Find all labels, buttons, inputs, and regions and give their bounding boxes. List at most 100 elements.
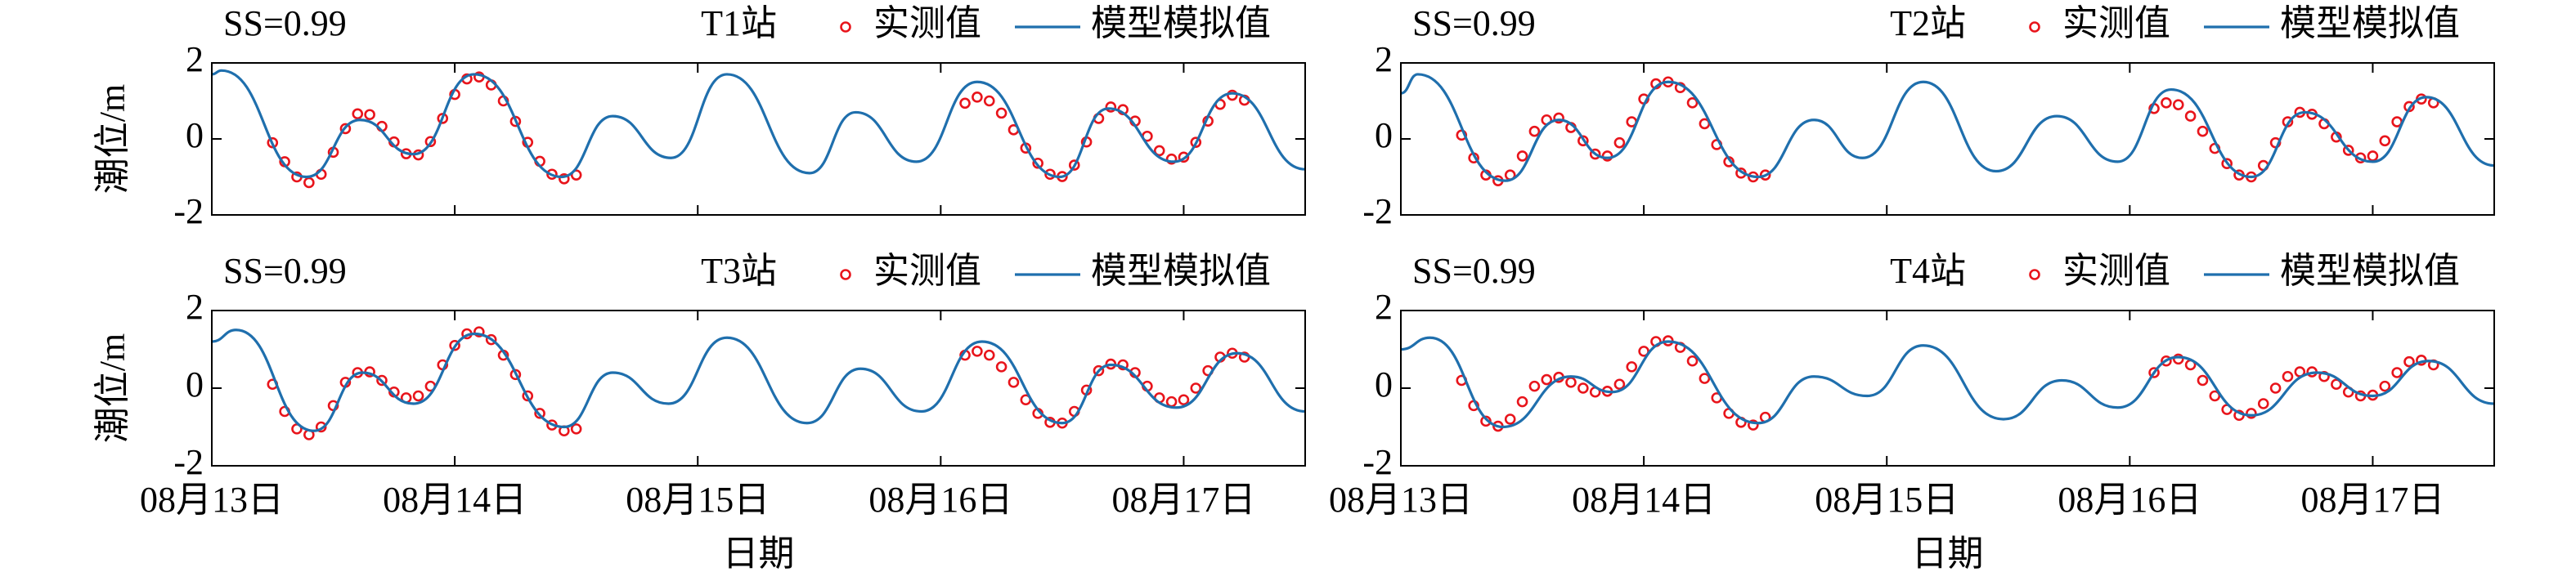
- plot-frame: [1400, 62, 2495, 216]
- observed-point: [1528, 380, 1541, 392]
- observed-point: [352, 108, 364, 120]
- observed-point: [1613, 378, 1626, 391]
- observed-point: [1565, 377, 1577, 388]
- y-tick-label: -2: [1362, 442, 1393, 482]
- annotation: SS=0.99: [1412, 251, 1536, 291]
- observed-point: [1638, 346, 1649, 357]
- observed-point: [2184, 110, 2197, 122]
- observed-point: [339, 123, 352, 135]
- y-axis-label: 潮位/m: [92, 84, 132, 194]
- plot-frame: [211, 310, 1306, 467]
- observed-point: [2148, 367, 2160, 378]
- observed-point: [959, 97, 971, 109]
- model-line: [212, 328, 1305, 432]
- observed-point: [1577, 382, 1589, 394]
- observed-point: [2161, 97, 2172, 109]
- observed-point: [424, 136, 437, 148]
- observed-point: [2257, 398, 2269, 409]
- observed-point: [534, 408, 545, 419]
- observed-point: [267, 136, 279, 149]
- observed-point: [2161, 355, 2172, 367]
- x-tick-label: 08月17日: [1111, 480, 1255, 520]
- observed-point: [412, 390, 424, 402]
- observed-point: [983, 349, 995, 361]
- legend-label: 实测值: [873, 251, 981, 291]
- model-line: [1401, 73, 2494, 182]
- x-tick-label: 08月15日: [626, 480, 770, 520]
- x-tick-label: 08月14日: [1572, 480, 1716, 520]
- observed-point: [2282, 370, 2294, 382]
- x-tick-label: 08月14日: [383, 480, 527, 520]
- x-tick-label: 08月16日: [868, 480, 1012, 520]
- legend: 实测值 模型模拟值: [840, 3, 1271, 43]
- observed-point: [1516, 396, 1528, 408]
- annotation: SS=0.99: [223, 251, 347, 291]
- observed-point: [1068, 159, 1080, 171]
- observed-point: [1105, 101, 1117, 113]
- x-tick-label: 08月13日: [140, 480, 284, 520]
- observed-point: [1748, 419, 1759, 431]
- observed-point: [1190, 136, 1202, 148]
- observed-point: [1178, 151, 1190, 163]
- legend: 实测值 模型模拟值: [2029, 3, 2460, 43]
- legend: 实测值 模型模拟值: [840, 251, 1271, 291]
- observed-point: [2342, 145, 2354, 156]
- observed-point: [473, 326, 485, 337]
- y-tick-label: 0: [186, 364, 204, 404]
- observed-point: [1044, 168, 1056, 181]
- observed-point: [315, 421, 327, 433]
- observed-point: [509, 369, 522, 381]
- observed-point: [2246, 408, 2257, 419]
- observed-point: [1032, 157, 1043, 169]
- y-tick-label: -2: [173, 442, 204, 482]
- observed-point: [1759, 169, 1771, 181]
- legend-label: 模型模拟值: [1091, 3, 1271, 43]
- observed-point: [2379, 135, 2391, 147]
- x-tick-label: 08月13日: [1329, 480, 1473, 520]
- observed-point: [2197, 125, 2209, 137]
- observed-point: [1093, 364, 1105, 377]
- legend-marker: [840, 269, 851, 280]
- model-line: [212, 69, 1305, 179]
- y-tick-label: -2: [173, 191, 204, 231]
- panel: -2 0 2 潮位/m SS=0.99 T1站 实测值 模型模拟值: [92, 3, 1306, 231]
- y-tick-label: 2: [1375, 287, 1393, 327]
- legend-marker: [840, 21, 851, 33]
- observed-point: [2221, 158, 2233, 170]
- observed-point: [2172, 353, 2184, 365]
- annotation: SS=0.99: [223, 3, 347, 43]
- station-title: T2站: [1890, 3, 1966, 43]
- observed-point: [522, 390, 534, 402]
- observed-point: [972, 92, 983, 103]
- plot-frame: [211, 62, 1306, 216]
- observed-point: [2367, 150, 2379, 162]
- observed-point: [559, 173, 570, 185]
- legend: 实测值 模型模拟值: [2029, 251, 2460, 291]
- legend-label: 模型模拟值: [2280, 3, 2460, 43]
- observed-point: [2379, 380, 2391, 392]
- legend-label: 实测值: [2062, 3, 2170, 43]
- legend-marker: [2029, 21, 2040, 33]
- observed-point: [449, 339, 460, 351]
- observed-point: [364, 109, 375, 121]
- observed-point: [1165, 153, 1178, 165]
- observed-point: [1589, 148, 1601, 160]
- annotation: SS=0.99: [1412, 3, 1536, 43]
- legend-label: 模型模拟值: [1091, 251, 1271, 291]
- observed-point: [2172, 99, 2184, 110]
- observed-point: [1626, 361, 1638, 373]
- observed-point: [1165, 396, 1178, 408]
- observed-point: [1528, 125, 1541, 137]
- station-title: T1站: [701, 3, 777, 43]
- observed-point: [1190, 382, 1202, 394]
- legend-marker: [2029, 269, 2040, 280]
- plot-frame: [1400, 310, 2495, 467]
- observed-point: [1008, 377, 1020, 388]
- observed-point: [972, 346, 983, 357]
- observed-point: [1480, 415, 1492, 427]
- y-tick-label: 2: [186, 39, 204, 79]
- y-tick-label: 0: [1375, 364, 1393, 404]
- x-tick-label: 08月15日: [1815, 480, 1959, 520]
